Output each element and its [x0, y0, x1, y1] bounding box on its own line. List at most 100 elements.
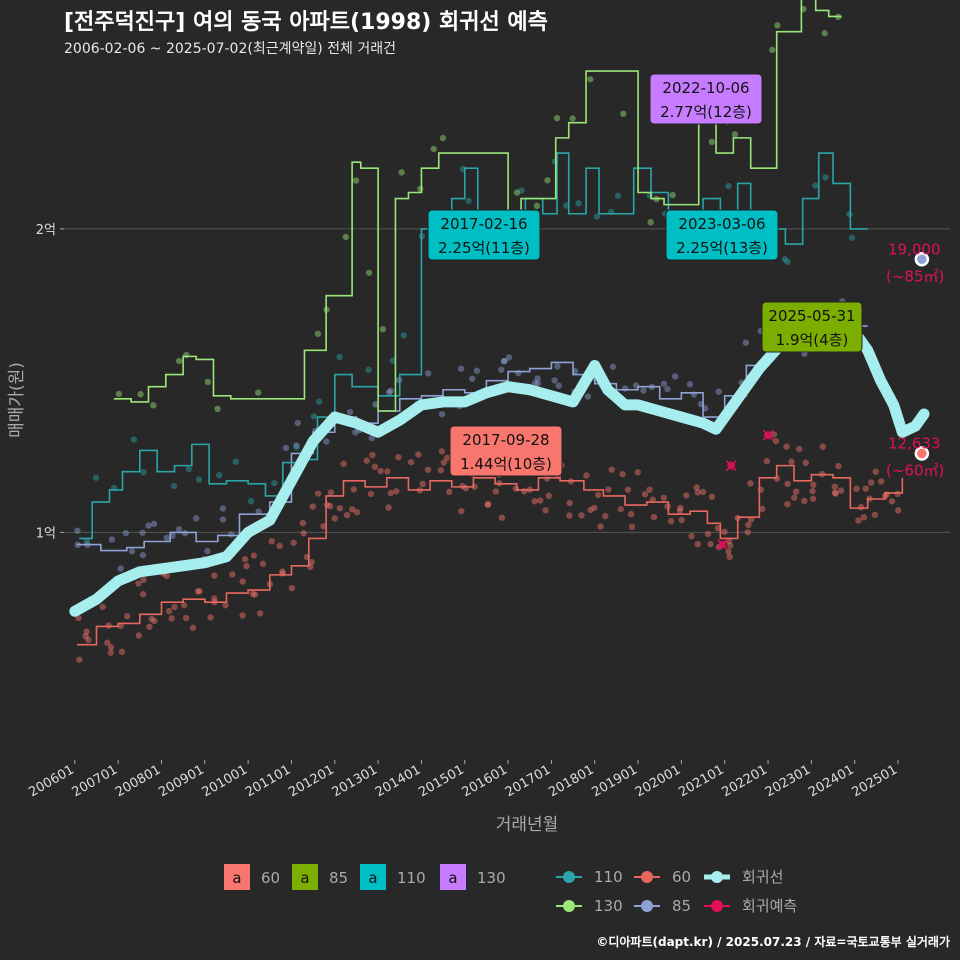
scatter-point-60 [602, 512, 609, 520]
scatter-point-60 [148, 615, 155, 623]
scatter-point-60 [704, 530, 712, 538]
scatter-point-85 [715, 388, 722, 395]
scatter-point-85 [473, 367, 481, 374]
x-tick-label: 201601 [460, 762, 510, 800]
annotation-box [427, 209, 541, 261]
scatter-point-60 [446, 488, 453, 496]
scatter-point-110 [593, 213, 601, 220]
legend-key-glyph: a [300, 869, 309, 887]
scatter-point-85 [438, 411, 446, 418]
scatter-point-85 [500, 357, 508, 365]
scatter-point-60 [484, 501, 491, 509]
scatter-point-60 [336, 505, 344, 512]
scatter-point-85 [255, 508, 262, 515]
scatter-point-60 [239, 578, 246, 585]
scatter-point-60 [222, 601, 229, 609]
scatter-point-60 [256, 610, 264, 617]
scatter-point-85 [664, 385, 671, 393]
legend-key-85 [292, 864, 318, 890]
scatter-point-85 [204, 547, 211, 555]
x-tick-label: 202401 [806, 762, 856, 800]
scatter-point-60 [791, 494, 798, 501]
chart-subtitle: 2006-02-06 ~ 2025-07-02(최근계약일) 전체 거래건 [64, 41, 396, 57]
scatter-point-130 [342, 233, 350, 241]
scatter-point-60 [855, 517, 862, 524]
scatter-point-60 [299, 519, 307, 527]
scatter-point-60 [831, 483, 838, 490]
scatter-point-130 [587, 76, 594, 83]
scatter-point-110 [140, 469, 147, 476]
scatter-point-60 [353, 509, 361, 516]
scatter-point-85 [555, 382, 562, 389]
scatter-point-85 [457, 365, 465, 372]
scatter-point-110 [185, 465, 192, 473]
scatter-point-110 [170, 482, 178, 490]
scatter-point-130 [439, 134, 447, 142]
scatter-point-130 [533, 202, 541, 210]
scatter-point-60 [772, 437, 780, 445]
scatter-point-130 [204, 378, 212, 386]
scatter-point-60 [320, 523, 327, 530]
x-tick-label: 201801 [546, 762, 596, 800]
legend-dot-110 [563, 871, 575, 883]
scatter-point-60 [331, 515, 338, 522]
legend-label-130: 130 [477, 869, 506, 887]
scatter-point-110 [465, 197, 472, 205]
scatter-point-60 [660, 494, 668, 501]
scatter-point-85 [219, 505, 227, 512]
scatter-point-85 [424, 370, 432, 377]
scatter-point-85 [117, 565, 124, 572]
scatter-point-110 [195, 476, 203, 483]
scatter-point-85 [387, 387, 394, 394]
scatter-point-60 [641, 491, 649, 498]
scatter-point-60 [721, 528, 728, 536]
scatter-point-60 [189, 624, 197, 632]
scatter-point-60 [796, 445, 803, 453]
scatter-point-60 [229, 571, 236, 578]
x-tick-label: 200601 [26, 762, 76, 800]
legend-label-60: 60 [261, 869, 280, 887]
annotation-date: 2017-02-16 [440, 215, 527, 233]
scatter-point-60 [707, 540, 714, 548]
scatter-point-60 [878, 478, 885, 485]
annotation-date: 2017-09-28 [462, 431, 549, 449]
scatter-point-60 [667, 517, 675, 525]
x-tick-label: 200901 [156, 762, 206, 800]
latest-60-marker [914, 446, 930, 461]
scatter-point-60 [387, 489, 395, 497]
scatter-point-130 [150, 402, 157, 409]
prediction-cross [725, 460, 737, 472]
y-tick-label: 2억 [36, 223, 56, 238]
scatter-point-60 [537, 497, 544, 504]
scatter-point-60 [314, 490, 322, 497]
scatter-point-60 [512, 485, 520, 492]
legend-text-60: 60 [672, 868, 691, 886]
scatter-point-60 [627, 510, 635, 518]
x-tick-label: 202201 [720, 762, 770, 800]
scatter-point-130 [821, 30, 828, 37]
scatter-point-85 [534, 375, 541, 382]
scatter-point-110 [293, 444, 300, 451]
scatter-point-130 [569, 115, 576, 122]
scatter-point-60 [583, 472, 590, 479]
scatter-point-85 [686, 381, 694, 388]
scatter-point-60 [437, 467, 445, 474]
scatter-point-60 [443, 454, 451, 462]
scatter-point-60 [545, 492, 553, 500]
legend-dot-회귀예측 [711, 900, 723, 912]
scatter-point-60 [809, 487, 816, 495]
legend-key-60 [224, 864, 250, 890]
scatter-point-85 [640, 387, 647, 394]
scatter-point-60 [369, 451, 376, 459]
scatter-point-60 [107, 649, 114, 656]
scatter-point-60 [135, 632, 143, 639]
scatter-point-60 [343, 511, 351, 519]
y-tick-label: 1억 [36, 526, 56, 541]
scatter-point-60 [290, 539, 297, 546]
scatter-point-85 [554, 363, 561, 370]
scatter-point-60 [688, 532, 695, 540]
scatter-point-60 [694, 540, 701, 548]
scatter-point-85 [150, 520, 158, 528]
annotation-value: 1.9억(4층) [776, 331, 849, 349]
scatter-point-60 [857, 503, 865, 511]
